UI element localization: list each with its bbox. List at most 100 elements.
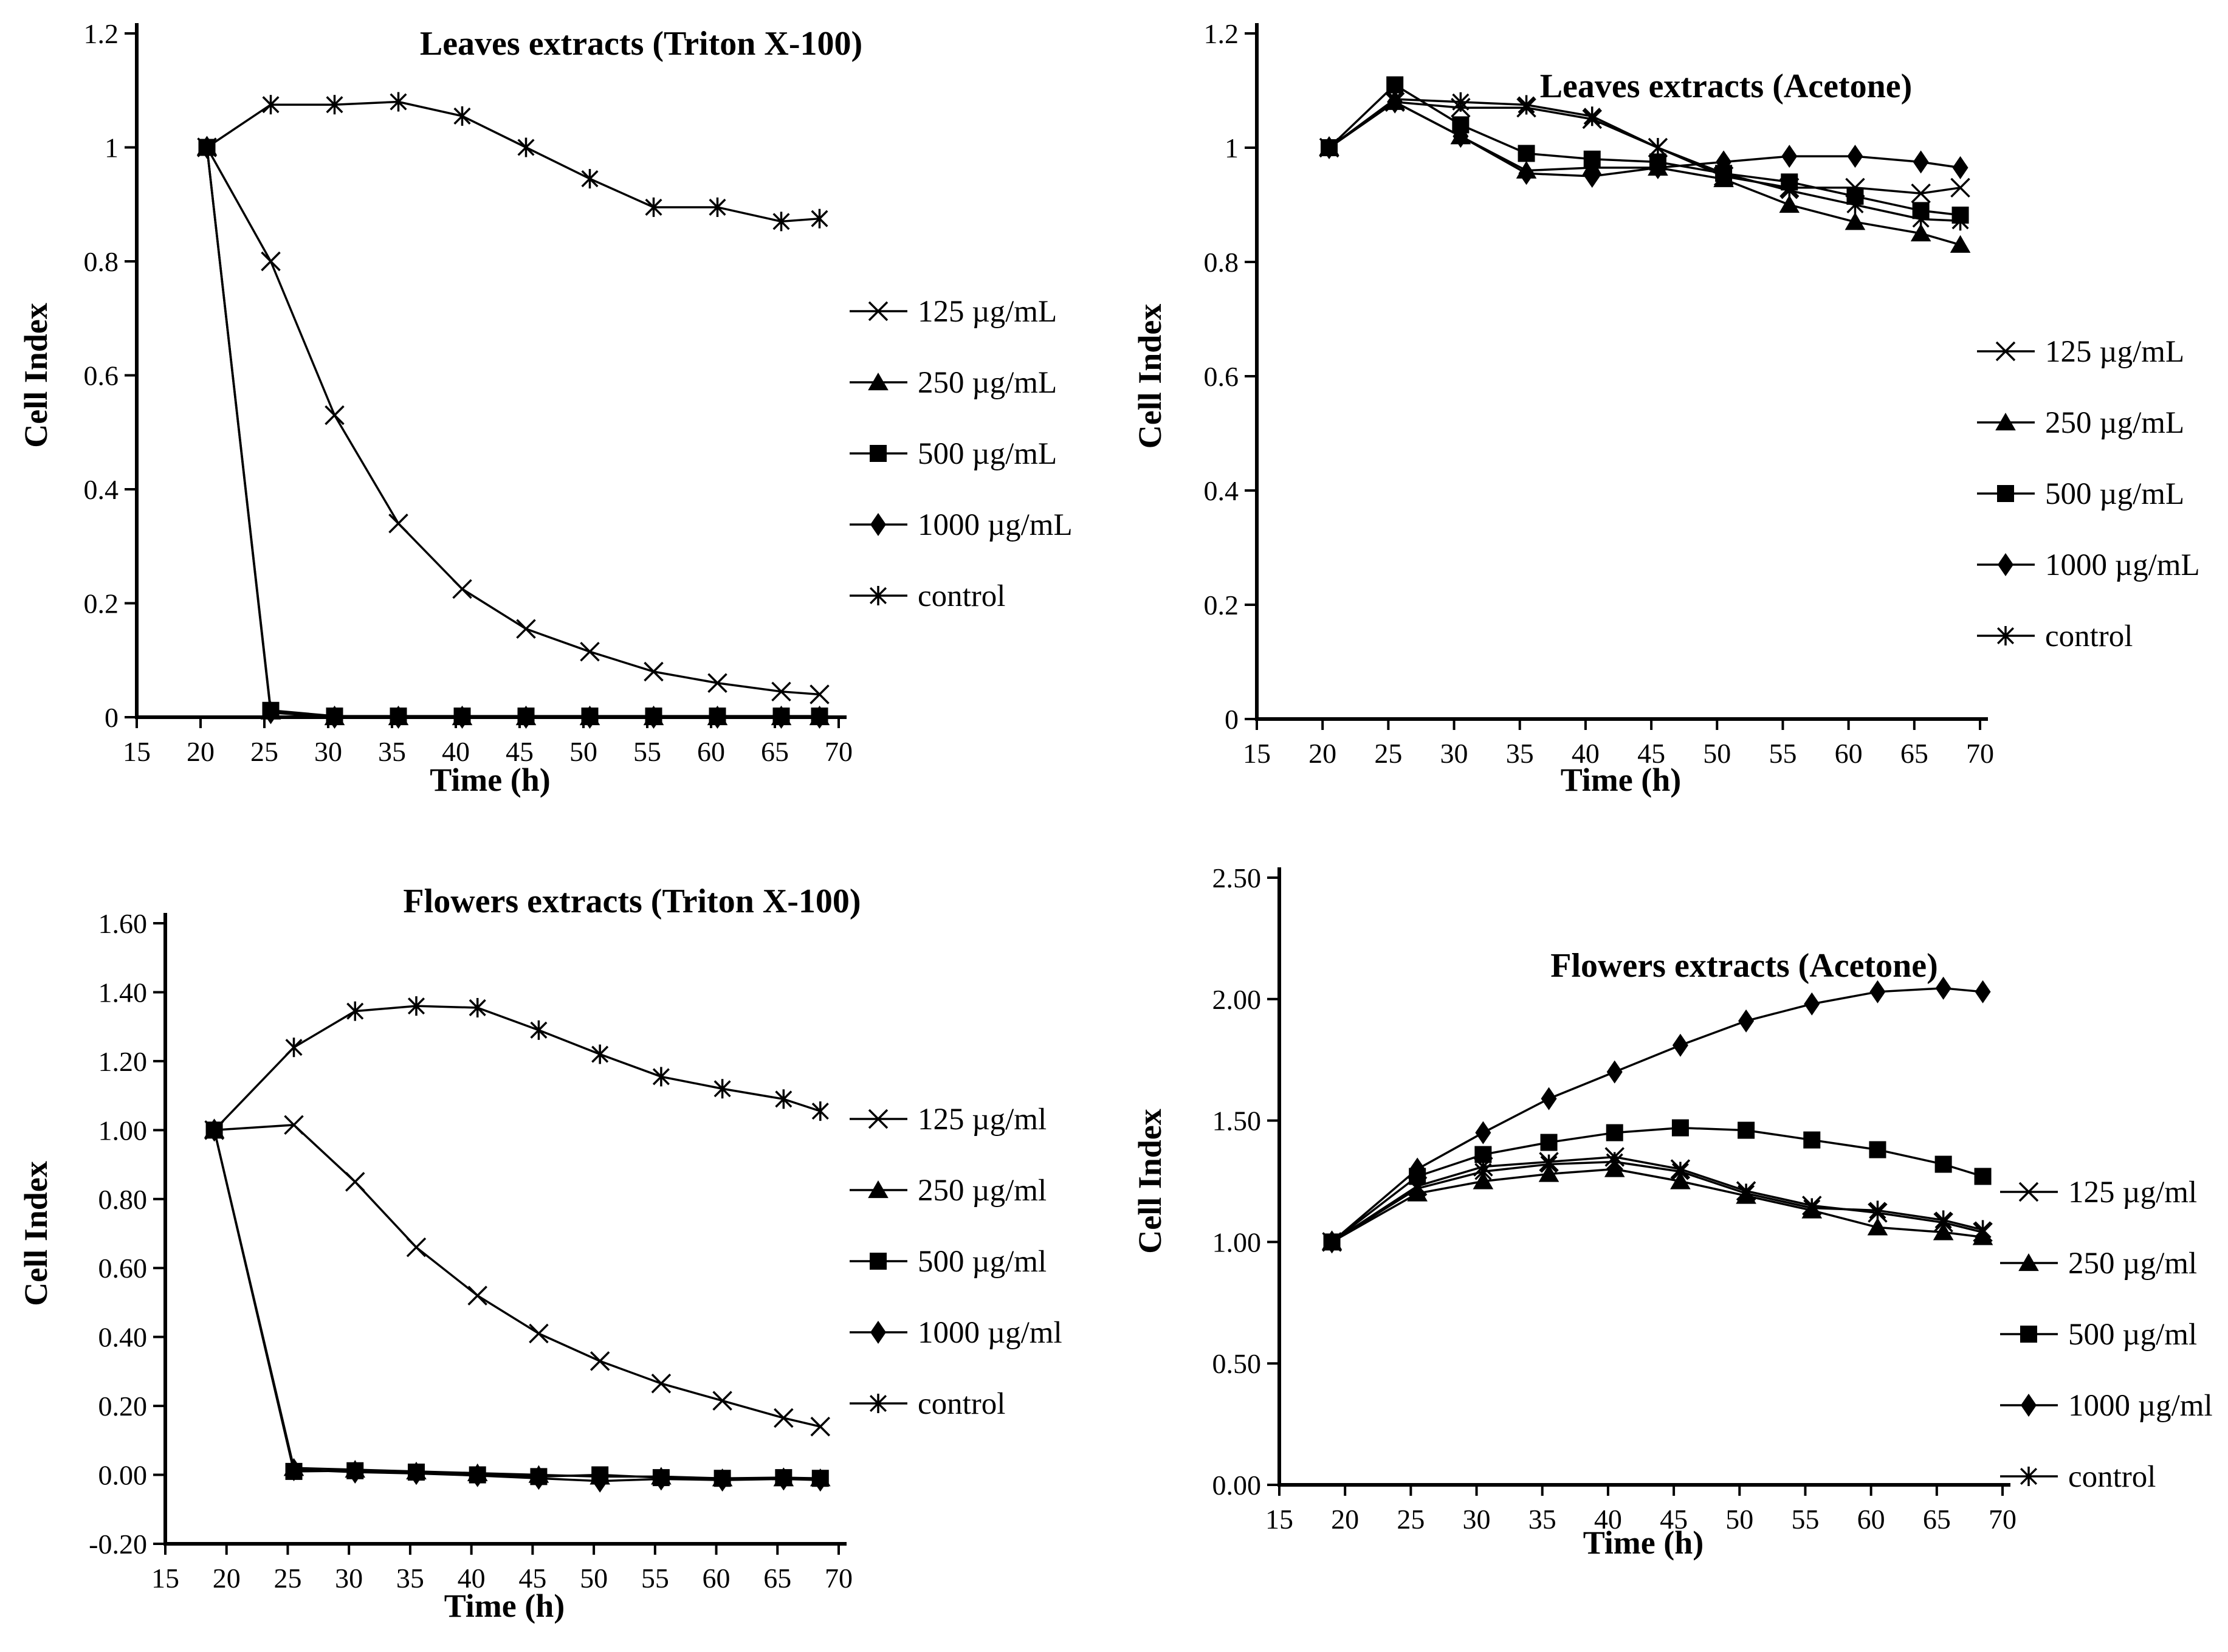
series-500-g-ml (198, 139, 828, 725)
y-tick-label: 1.60 (98, 908, 148, 939)
series-500-g-ml (205, 1121, 829, 1487)
legend-label: 500 µg/ml (2068, 1318, 2197, 1352)
series-1000-g-ml (1321, 90, 1968, 188)
y-tick-label: 0.80 (98, 1184, 148, 1215)
y-tick-label: 0.60 (98, 1253, 148, 1284)
legend: 125 µg/mL 250 µg/mL 500 µg/mL 1000 µg/mL con… (1977, 335, 2200, 653)
axes: -0.20 0.00 0.20 0.40 0.60 0.80 1.00 1.20 1.40 1.6… (89, 908, 853, 1594)
leaves-triton-plot: 0 0.2 0.4 0.6 0.8 1 1.2 15 20 25 30 35 40 45 50 55 60 65 7… (84, 18, 1073, 767)
series-control (205, 996, 829, 1140)
legend-item-250-g-ml: 250 µg/mL (1977, 406, 2184, 440)
y-tick-label: 0.8 (1204, 247, 1239, 278)
legend-item-control: control (850, 1387, 1005, 1421)
series-250-g-ml (1319, 92, 1971, 253)
y-tick-label: 1.20 (98, 1046, 148, 1077)
legend-label: 1000 µg/ml (918, 1316, 1062, 1350)
legend-label: control (918, 579, 1005, 613)
legend-item-125-g-ml: 125 µg/ml (850, 1103, 1047, 1137)
legend-item-control: control (850, 579, 1005, 613)
y-tick-label: 1.2 (1204, 18, 1239, 49)
x-tick-label: 25 (250, 736, 278, 767)
legend-item-control: control (2000, 1460, 2156, 1494)
legend: 125 µg/ml 250 µg/ml 500 µg/ml 1000 µg/ml con… (2000, 1175, 2213, 1494)
legend-label: 125 µg/mL (2045, 335, 2184, 369)
y-tick-label: 0.8 (84, 246, 119, 277)
x-tick-label: 20 (187, 736, 215, 767)
x-tick-label: 45 (518, 1563, 546, 1594)
legend-label: 250 µg/ml (2068, 1247, 2197, 1281)
panel-flowers-triton: Flowers extracts (Triton X-100) Cell Ind… (0, 826, 1114, 1652)
legend-label: control (2068, 1460, 2156, 1494)
x-tick-label: 60 (1857, 1504, 1885, 1535)
y-tick-label: 0 (1225, 704, 1239, 735)
x-tick-label: 60 (697, 736, 725, 767)
chart-title: Leaves extracts (Triton X-100) (419, 25, 863, 63)
x-tick-label: 30 (1440, 738, 1468, 769)
panel-leaves-acetone: Leaves extracts (Acetone) Cell Index Tim… (1114, 0, 2228, 826)
x-axis-label: Time (h) (1583, 1524, 1704, 1561)
legend-label: 250 µg/mL (918, 366, 1057, 400)
series-control (1323, 1152, 1992, 1252)
series-250-g-ml (196, 137, 830, 726)
x-tick-label: 15 (151, 1563, 179, 1594)
legend-item-1000-g-ml: 1000 µg/mL (1977, 548, 2200, 582)
x-tick-label: 20 (1331, 1504, 1359, 1535)
x-tick-label: 70 (825, 1563, 853, 1594)
x-tick-label: 25 (273, 1563, 301, 1594)
y-tick-label: 0 (105, 702, 119, 733)
axes: 0.00 0.50 1.00 1.50 2.00 2.50 15 20 25 30 35 40 45 50… (1212, 862, 2017, 1535)
series-1000-g-ml (206, 1118, 828, 1493)
series-125-g-ml (1319, 92, 1970, 204)
x-tick-label: 30 (314, 736, 342, 767)
chart-title: Leaves extracts (Acetone) (1539, 67, 1913, 105)
flowers-acetone-plot: 0.00 0.50 1.00 1.50 2.00 2.50 15 20 25 30 35 40 45 50… (1212, 862, 2213, 1535)
y-tick-label: 1.40 (98, 977, 148, 1008)
x-tick-label: 50 (580, 1563, 608, 1594)
y-tick-label: 0.00 (98, 1460, 148, 1491)
x-tick-label: 70 (1989, 1504, 2017, 1535)
y-tick-label: 0.40 (98, 1322, 148, 1353)
x-tick-label: 55 (1769, 738, 1796, 769)
x-axis-label: Time (h) (444, 1588, 565, 1624)
legend-label: 500 µg/ml (918, 1245, 1047, 1279)
y-tick-label: 1.00 (98, 1115, 148, 1146)
x-tick-label: 15 (1265, 1504, 1293, 1535)
y-tick-label: 0.4 (1204, 475, 1239, 506)
x-tick-label: 50 (1703, 738, 1731, 769)
x-tick-label: 15 (123, 736, 151, 767)
y-tick-label: 0.2 (1204, 590, 1239, 621)
legend-item-250-g-ml: 250 µg/ml (2000, 1247, 2197, 1281)
x-axis-label: Time (h) (1560, 762, 1682, 798)
legend-label: 125 µg/ml (2068, 1175, 2197, 1210)
legend-item-1000-g-ml: 1000 µg/mL (850, 508, 1073, 542)
chart-title: Flowers extracts (Triton X-100) (403, 883, 861, 920)
x-tick-label: 30 (335, 1563, 363, 1594)
x-axis-label: Time (h) (430, 762, 551, 798)
x-tick-label: 40 (442, 736, 470, 767)
x-tick-label: 55 (1791, 1504, 1819, 1535)
y-tick-label: 0.4 (84, 474, 119, 505)
x-tick-label: 40 (1572, 738, 1600, 769)
x-tick-label: 35 (1506, 738, 1534, 769)
y-tick-label: 1.50 (1212, 1106, 1262, 1137)
legend-item-1000-g-ml: 1000 µg/ml (850, 1316, 1062, 1350)
flowers-triton-plot: -0.20 0.00 0.20 0.40 0.60 0.80 1.00 1.20 1.40 1.6… (89, 908, 1062, 1594)
x-tick-label: 70 (1966, 738, 1994, 769)
x-tick-label: 35 (378, 736, 406, 767)
x-tick-label: 35 (396, 1563, 424, 1594)
series-500-g-ml (1321, 76, 1969, 224)
y-tick-label: 1.2 (84, 18, 119, 49)
x-tick-label: 20 (213, 1563, 241, 1594)
legend-label: 1000 µg/ml (2068, 1389, 2213, 1423)
y-tick-label: 2.00 (1212, 984, 1262, 1015)
legend-item-250-g-ml: 250 µg/mL (850, 366, 1057, 400)
x-tick-label: 30 (1463, 1504, 1491, 1535)
legend-label: 250 µg/mL (2045, 406, 2184, 440)
leaves-acetone-plot: 0 0.2 0.4 0.6 0.8 1 1.2 15 20 25 30 35 40 45 50 55 60 65 7… (1204, 18, 2200, 769)
x-tick-label: 50 (569, 736, 597, 767)
x-tick-label: 65 (761, 736, 789, 767)
y-tick-label: 1 (105, 133, 119, 163)
legend-item-500-g-ml: 500 µg/mL (850, 437, 1057, 471)
y-tick-label: 0.20 (98, 1391, 148, 1422)
chart-title: Flowers extracts (Acetone) (1550, 947, 1938, 985)
